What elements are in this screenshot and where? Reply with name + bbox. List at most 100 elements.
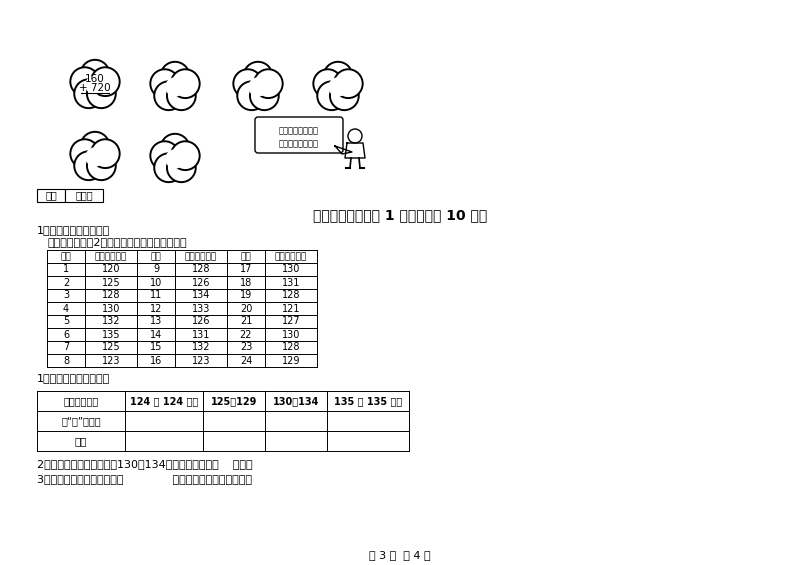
Text: 第 3 页  共 4 页: 第 3 页 共 4 页 — [369, 550, 431, 560]
Text: 125～129: 125～129 — [211, 396, 257, 406]
Text: 120: 120 — [102, 264, 120, 275]
Text: 11: 11 — [150, 290, 162, 301]
Polygon shape — [345, 143, 365, 158]
Text: 125: 125 — [102, 277, 120, 288]
Text: 17: 17 — [240, 264, 252, 275]
Text: 127: 127 — [282, 316, 300, 327]
Circle shape — [91, 139, 120, 168]
Text: 人数: 人数 — [74, 436, 87, 446]
Text: 3: 3 — [63, 290, 69, 301]
Text: 130: 130 — [102, 303, 120, 314]
Circle shape — [323, 62, 353, 90]
Text: 128: 128 — [192, 264, 210, 275]
Text: 8: 8 — [63, 355, 69, 366]
FancyBboxPatch shape — [37, 189, 65, 202]
Circle shape — [234, 69, 262, 98]
Text: 13: 13 — [150, 316, 162, 327]
Text: 评卷人: 评卷人 — [75, 190, 93, 201]
Text: 130: 130 — [282, 264, 300, 275]
Text: 128: 128 — [102, 290, 120, 301]
Text: 123: 123 — [102, 355, 120, 366]
Text: 14: 14 — [150, 329, 162, 340]
Text: 121: 121 — [282, 303, 300, 314]
Text: 15: 15 — [150, 342, 162, 353]
Circle shape — [171, 69, 200, 98]
Text: 学号: 学号 — [150, 252, 162, 261]
Text: 22: 22 — [240, 329, 252, 340]
Text: 要想都写对，可爱: 要想都写对，可爱 — [279, 126, 319, 135]
Text: 133: 133 — [192, 303, 210, 314]
Text: 19: 19 — [240, 290, 252, 301]
Circle shape — [334, 69, 362, 98]
Text: 125: 125 — [102, 342, 120, 353]
Circle shape — [87, 79, 116, 108]
Text: 画“正”字统计: 画“正”字统计 — [61, 416, 101, 426]
Text: 下面是希望小学2年级一班女生身高统计情况。: 下面是希望小学2年级一班女生身高统计情况。 — [47, 237, 186, 247]
Circle shape — [248, 77, 268, 97]
Circle shape — [70, 139, 99, 168]
Text: 18: 18 — [240, 277, 252, 288]
Text: 131: 131 — [282, 277, 300, 288]
Text: 21: 21 — [240, 316, 252, 327]
Circle shape — [81, 60, 110, 89]
Circle shape — [154, 153, 183, 182]
Text: 10: 10 — [150, 277, 162, 288]
Circle shape — [86, 147, 105, 167]
Text: 得分: 得分 — [45, 190, 57, 201]
Text: 身高（厘米）: 身高（厘米） — [95, 252, 127, 261]
Circle shape — [87, 151, 116, 180]
FancyBboxPatch shape — [255, 117, 343, 153]
Text: 3．二年级一班女生身高在（              ）厘米范围内的人数最多。: 3．二年级一班女生身高在（ ）厘米范围内的人数最多。 — [37, 474, 252, 484]
Circle shape — [318, 81, 346, 110]
Text: 131: 131 — [192, 329, 210, 340]
Text: 身高（厘米）: 身高（厘米） — [63, 396, 98, 406]
Text: 6: 6 — [63, 329, 69, 340]
Text: 学号: 学号 — [61, 252, 71, 261]
Text: 126: 126 — [192, 277, 210, 288]
Text: 128: 128 — [282, 342, 300, 353]
FancyBboxPatch shape — [65, 189, 103, 202]
Circle shape — [86, 75, 105, 95]
Circle shape — [314, 69, 342, 98]
Text: 学号: 学号 — [241, 252, 251, 261]
Circle shape — [161, 134, 190, 163]
Text: 12: 12 — [150, 303, 162, 314]
Text: 126: 126 — [192, 316, 210, 327]
Circle shape — [70, 67, 99, 96]
Text: 132: 132 — [102, 316, 120, 327]
Text: 2: 2 — [63, 277, 69, 288]
Text: 128: 128 — [282, 290, 300, 301]
Text: 130～134: 130～134 — [273, 396, 319, 406]
Circle shape — [74, 79, 103, 108]
Text: 23: 23 — [240, 342, 252, 353]
Text: 124 及 124 以下: 124 及 124 以下 — [130, 396, 198, 406]
Text: 好好动动脑筋呀！: 好好动动脑筋呀！ — [279, 139, 319, 148]
Circle shape — [154, 81, 183, 110]
Text: 16: 16 — [150, 355, 162, 366]
Circle shape — [348, 129, 362, 143]
Text: 135 及 135 以上: 135 及 135 以上 — [334, 396, 402, 406]
Text: 2．二年级一班女生身高在130～134厘米范围内的有（    ）人。: 2．二年级一班女生身高在130～134厘米范围内的有（ ）人。 — [37, 459, 253, 469]
Text: 1．完成下面的统计表。: 1．完成下面的统计表。 — [37, 373, 110, 383]
Circle shape — [166, 77, 185, 97]
Text: 1．观察分析，我统计：: 1．观察分析，我统计： — [37, 225, 110, 235]
Circle shape — [74, 151, 103, 180]
Circle shape — [254, 69, 282, 98]
Circle shape — [91, 67, 120, 96]
Text: 129: 129 — [282, 355, 300, 366]
Circle shape — [150, 69, 179, 98]
Circle shape — [166, 149, 185, 169]
Text: + 720: + 720 — [79, 83, 111, 93]
Circle shape — [167, 153, 196, 182]
Text: 十一、附加题（共 1 大题，共计 10 分）: 十一、附加题（共 1 大题，共计 10 分） — [313, 208, 487, 222]
Polygon shape — [335, 146, 352, 154]
Text: 4: 4 — [63, 303, 69, 314]
Circle shape — [171, 141, 200, 170]
Circle shape — [238, 81, 266, 110]
Text: 身高（厘米）: 身高（厘米） — [275, 252, 307, 261]
Circle shape — [243, 62, 272, 90]
Text: 1: 1 — [63, 264, 69, 275]
Circle shape — [167, 81, 196, 110]
Text: 132: 132 — [192, 342, 210, 353]
Text: 20: 20 — [240, 303, 252, 314]
